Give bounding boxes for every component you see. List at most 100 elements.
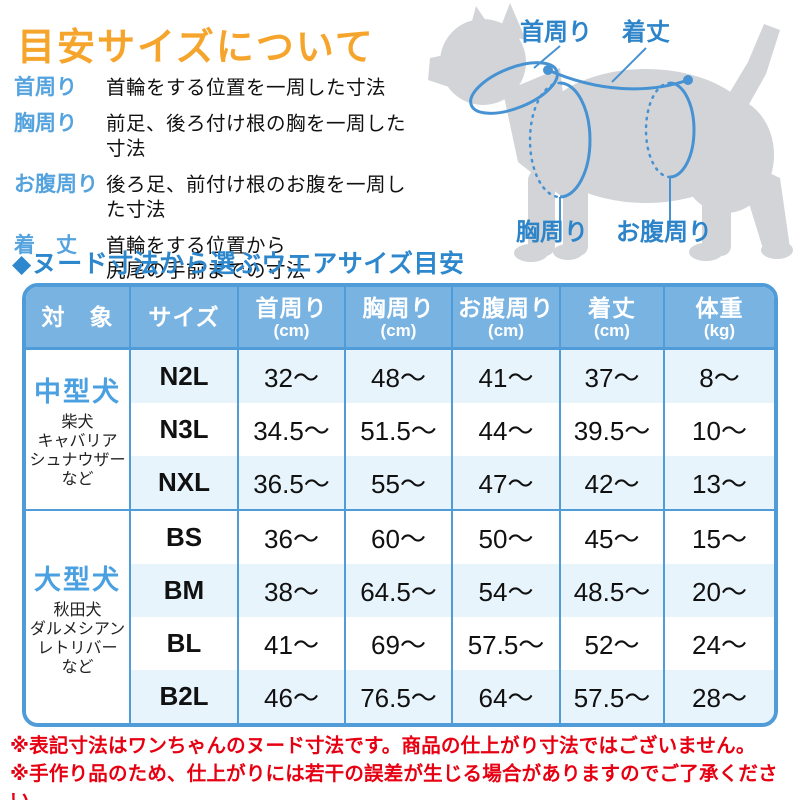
table-row: N3L 34.5～ 51.5～ 44～ 39.5～ 10～ (26, 403, 774, 456)
breed-line: レトリバー (37, 639, 118, 657)
definition-desc: 首輪をする位置を一周した寸法 (106, 77, 387, 99)
belly-ring-front (669, 81, 696, 179)
table-header-row: 対 象 サイズ 首周り (cm) 胸周り (cm) お腹周り (cm) 着丈 (cm) … (26, 287, 774, 350)
belly-value: 44～ (451, 403, 560, 456)
definition-length: 着 丈 首輪をする位置から 尻尾の手前までの寸法 (14, 234, 414, 284)
definition-term: 首周り (14, 76, 77, 99)
header-belly: お腹周り (cm) (451, 287, 560, 350)
length-value: 57.5～ (559, 670, 664, 723)
belly-value: 57.5～ (451, 617, 560, 670)
chest-value: 48～ (344, 348, 452, 403)
neck-value: 41～ (237, 617, 345, 670)
dog-silhouette (428, 3, 793, 262)
belly-value: 64～ (451, 670, 560, 723)
header-subject: 対 象 (26, 287, 130, 350)
length-value: 37～ (559, 348, 664, 403)
neck-value: 46～ (237, 670, 345, 723)
chest-ring-back (528, 81, 562, 199)
diagram-chest-label: 胸周り (516, 219, 588, 246)
subject-cell-medium-dogs: 中型犬 柴犬 キャバリア シュナウザー など (26, 348, 130, 510)
chest-value: 64.5～ (344, 564, 452, 617)
header-size: サイズ (129, 287, 238, 350)
neck-value: 36～ (237, 509, 345, 564)
neck-ring (469, 61, 559, 115)
breed-line: シュナウザー (29, 452, 126, 469)
length-leader-line (611, 47, 647, 83)
group-name: 大型犬 (34, 564, 121, 595)
length-value: 39.5～ (559, 403, 664, 456)
breed-line: ダルメシアン (29, 620, 126, 638)
table-row: 中型犬 柴犬 キャバリア シュナウザー など N2L 32～ 48～ 41～ 3… (26, 348, 774, 510)
dog-silhouette-graphic (428, 3, 793, 262)
definition-desc: 前足、後ろ付け根の胸を一周した寸法 (106, 113, 407, 160)
measurement-definitions: 首周り 首輪をする位置を一周した寸法 胸周り 前足、後ろ付け根の胸を一周した寸法… (14, 76, 414, 295)
neck-value: 36.5～ (237, 456, 345, 510)
length-value: 42～ (559, 456, 664, 510)
footer-notes: ※表記寸法はワンちゃんのヌード寸法です。商品の仕上がり寸法ではございません。 ※… (10, 733, 796, 800)
breed-line: など (61, 471, 94, 488)
weight-value: 15～ (663, 509, 774, 564)
definition-belly: お腹周り 後ろ足、前付け根のお腹を一周した寸法 (14, 173, 414, 223)
subject-cell-large-dogs: 大型犬 秋田犬 ダルメシアン レトリバー など (26, 509, 130, 723)
size-code: BL (129, 617, 238, 670)
size-code: N3L (129, 403, 238, 456)
chest-value: 76.5～ (344, 670, 452, 723)
size-code: B2L (129, 670, 238, 723)
page-title: 目安サイズについて (17, 27, 375, 69)
breed-line: など (61, 658, 94, 676)
group-name: 中型犬 (34, 377, 121, 407)
breed-line: キャバリア (37, 433, 118, 450)
belly-value: 50～ (451, 509, 560, 564)
definition-desc: 首輪をする位置から 尻尾の手前までの寸法 (106, 234, 306, 284)
header-neck: 首周り (cm) (237, 287, 345, 350)
definition-term: 胸周り (14, 112, 77, 135)
size-code: BS (129, 509, 238, 564)
table-row: BM 38～ 64.5～ 54～ 48.5～ 20～ (26, 564, 774, 617)
definition-desc: 後ろ足、前付け根のお腹を一周した寸法 (106, 174, 407, 221)
weight-value: 8～ (663, 348, 774, 403)
table-row: B2L 46～ 76.5～ 64～ 57.5～ 28～ (26, 670, 774, 723)
chest-value: 69～ (344, 617, 452, 670)
definition-desc-line1: 首輪をする位置から (106, 235, 287, 257)
table-row: 大型犬 秋田犬 ダルメシアン レトリバー など BS 36～ 60～ 50～ 4… (26, 509, 774, 723)
back-length-line (547, 68, 689, 91)
header-weight: 体重 (kg) (663, 287, 774, 350)
dog-measurement-diagram: 首周り 着丈 胸周り お腹周り (408, 0, 800, 272)
size-table: 対 象 サイズ 首周り (cm) 胸周り (cm) お腹周り (cm) 着丈 (cm) … (26, 287, 774, 723)
size-code: NXL (129, 456, 238, 510)
note-line: ※表記寸法はワンちゃんのヌード寸法です。商品の仕上がり寸法ではございません。 (10, 735, 756, 757)
belly-value: 54～ (451, 564, 560, 617)
weight-value: 13～ (663, 456, 774, 510)
diagram-belly-label: お腹周り (616, 219, 712, 246)
table-row: BL 41～ 69～ 57.5～ 52～ 24～ (26, 617, 774, 670)
size-table-container: 対 象 サイズ 首周り (cm) 胸周り (cm) お腹周り (cm) 着丈 (cm) … (22, 283, 778, 727)
neck-leader-line (533, 45, 561, 69)
weight-value: 10～ (663, 403, 774, 456)
length-value: 52～ (559, 617, 664, 670)
chest-value: 60～ (344, 509, 452, 564)
size-code: N2L (129, 348, 238, 403)
belly-value: 41～ (451, 348, 560, 403)
definition-chest: 胸周り 前足、後ろ付け根の胸を一周した寸法 (14, 112, 414, 162)
diagram-neck-label: 首周り (520, 19, 592, 46)
definition-term: 着 丈 (14, 234, 77, 257)
measurement-endpoints (543, 65, 693, 85)
weight-value: 20～ (663, 564, 774, 617)
definition-desc-line2: 尻尾の手前までの寸法 (106, 260, 307, 282)
chest-value: 51.5～ (344, 403, 452, 456)
neck-value: 34.5～ (237, 403, 345, 456)
breed-line: 柴犬 (61, 414, 94, 431)
table-row: NXL 36.5～ 55～ 47～ 42～ 13～ (26, 456, 774, 510)
diagram-length-label: 着丈 (622, 19, 670, 46)
header-chest: 胸周り (cm) (344, 287, 452, 350)
measurement-lines (469, 45, 696, 228)
definition-term: お腹周り (14, 173, 98, 196)
breed-line: 秋田犬 (53, 601, 102, 619)
neck-value: 32～ (237, 348, 345, 403)
weight-value: 24～ (663, 617, 774, 670)
definition-neck: 首周り 首輪をする位置を一周した寸法 (14, 76, 414, 101)
header-length: 着丈 (cm) (559, 287, 664, 350)
size-code: BM (129, 564, 238, 617)
note-line: ※手作り品のため、仕上がりには若干の誤差が生じる場合がありますのでご了承ください… (10, 762, 778, 800)
